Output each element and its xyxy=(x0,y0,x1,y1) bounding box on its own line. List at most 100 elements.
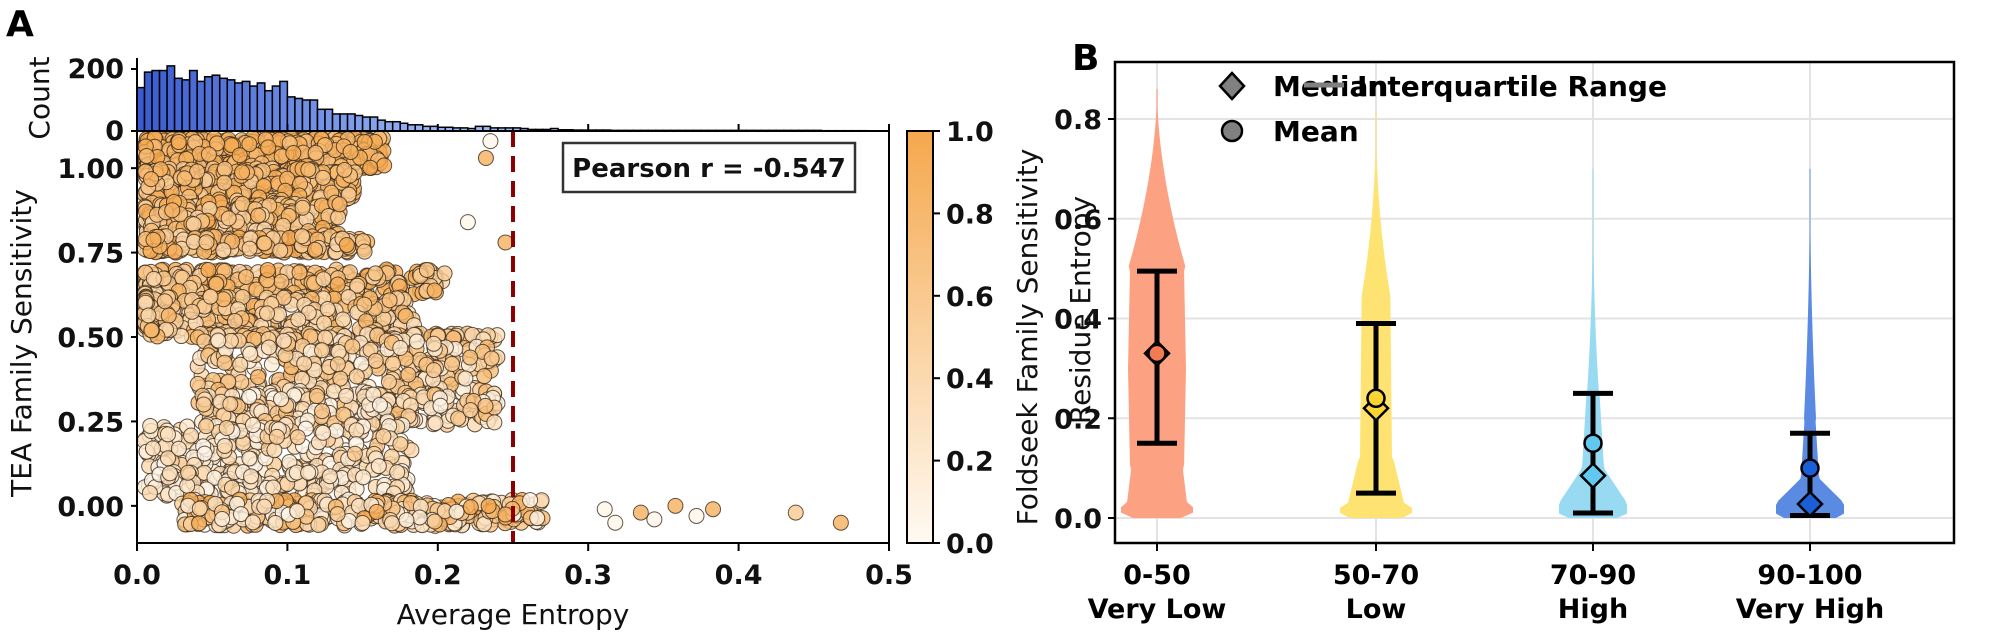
scatter-point xyxy=(263,356,280,373)
scatter-point xyxy=(243,468,260,485)
scatter-point xyxy=(344,338,361,355)
scatter-point xyxy=(480,497,497,514)
scatter-point xyxy=(300,161,317,178)
colorbar-tick-label: 0.4 xyxy=(946,364,994,395)
scatter-point xyxy=(314,403,331,420)
histogram-bar xyxy=(188,69,198,132)
scatter-point xyxy=(426,282,443,299)
scatter-plot: 0.0 0.1 0.2 0.3 0.4 0.5 0.000.250.500.751.00 … xyxy=(5,124,913,631)
violin-category-range: 70-90 xyxy=(1550,560,1636,591)
scatter-point xyxy=(329,356,346,373)
histogram-y-ticks: 0 200 xyxy=(68,54,137,147)
scatter-point xyxy=(191,515,208,532)
histogram-bar xyxy=(264,89,274,132)
scatter-point xyxy=(688,507,705,524)
scatter-point xyxy=(144,440,161,457)
scatter-point xyxy=(398,512,415,529)
scatter-point xyxy=(319,301,336,318)
scatter-point xyxy=(198,418,215,435)
scatter-point xyxy=(392,436,409,453)
scatter-point xyxy=(215,291,232,308)
scatter-x-tick-label: 0.2 xyxy=(414,560,462,591)
scatter-point xyxy=(632,504,649,521)
scatter-point xyxy=(210,332,227,349)
scatter-point xyxy=(787,504,804,521)
scatter-point xyxy=(384,355,401,372)
scatter-point xyxy=(443,355,460,372)
violin-category-label: High xyxy=(1558,594,1628,625)
histogram-bar xyxy=(294,97,304,132)
histogram-y-tick-label: 0 xyxy=(105,116,124,147)
violin-category-range: 50-70 xyxy=(1333,560,1419,591)
scatter-points xyxy=(138,132,849,534)
scatter-point xyxy=(383,515,400,532)
scatter-point xyxy=(497,506,514,523)
scatter-point xyxy=(184,303,201,320)
scatter-point xyxy=(307,241,324,258)
scatter-point xyxy=(448,503,465,520)
scatter-point xyxy=(176,170,193,187)
scatter-point xyxy=(348,368,365,385)
scatter-x-tick-label: 0.3 xyxy=(564,560,612,591)
scatter-point xyxy=(400,366,417,383)
panel-a-letter: A xyxy=(6,4,34,45)
colorbar-ticks: 0.0 0.2 0.4 0.6 0.8 1.0 xyxy=(933,117,994,560)
scatter-point xyxy=(483,350,500,367)
violin-category-label: Low xyxy=(1346,594,1407,625)
scatter-point xyxy=(294,199,311,216)
scatter-point xyxy=(241,240,258,257)
scatter-point xyxy=(425,335,442,352)
scatter-point xyxy=(307,144,324,161)
scatter-point xyxy=(289,429,306,446)
scatter-point xyxy=(214,511,231,528)
scatter-point xyxy=(418,261,435,278)
scatter-point xyxy=(231,147,248,164)
scatter-point xyxy=(338,236,355,253)
scatter-point xyxy=(234,164,251,181)
scatter-point xyxy=(328,422,345,439)
pearson-text: Pearson r = -0.547 xyxy=(572,154,846,184)
scatter-point xyxy=(268,428,285,445)
scatter-point xyxy=(275,332,292,349)
violin-stats xyxy=(1137,268,1830,519)
scatter-point xyxy=(222,396,239,413)
histogram-bar xyxy=(324,108,334,132)
scatter-point xyxy=(356,296,373,313)
scatter-point xyxy=(256,235,273,252)
mean-marker xyxy=(1147,343,1167,364)
histogram-bar xyxy=(316,108,326,132)
histogram-bar xyxy=(136,86,146,132)
scatter-point xyxy=(291,264,308,281)
scatter-point xyxy=(482,133,499,150)
scatter-point xyxy=(180,464,197,481)
scatter-point xyxy=(392,339,409,356)
scatter-point xyxy=(272,242,289,259)
histogram-bar xyxy=(399,122,409,132)
scatter-point xyxy=(596,501,613,518)
scatter-point xyxy=(160,307,177,324)
violin-category-label: Very Low xyxy=(1088,594,1227,625)
colorbar-tick-label: 0.0 xyxy=(946,529,994,560)
legend-iqr-label: Interquartile Range xyxy=(1357,70,1667,103)
scatter-point xyxy=(427,415,444,432)
scatter-point xyxy=(389,464,406,481)
scatter-point xyxy=(308,388,325,405)
histogram-bar xyxy=(158,69,168,132)
scatter-point xyxy=(159,450,176,467)
scatter-point xyxy=(296,355,313,372)
scatter-point xyxy=(330,209,347,226)
scatter-point xyxy=(342,143,359,160)
scatter-point xyxy=(348,422,365,439)
histogram-bar xyxy=(331,113,341,132)
colorbar: 0.0 0.2 0.4 0.6 0.8 1.0 Foldseek Family Sensi… xyxy=(906,117,1044,560)
scatter-point xyxy=(832,514,849,531)
colorbar-gradient xyxy=(906,130,934,544)
scatter-point xyxy=(200,261,217,278)
scatter-point xyxy=(202,288,219,305)
scatter-point xyxy=(425,362,442,379)
histogram-bar xyxy=(301,99,311,132)
scatter-point xyxy=(667,497,684,514)
scatter-point xyxy=(256,498,273,515)
scatter-point xyxy=(250,207,267,224)
scatter-point xyxy=(315,271,332,288)
